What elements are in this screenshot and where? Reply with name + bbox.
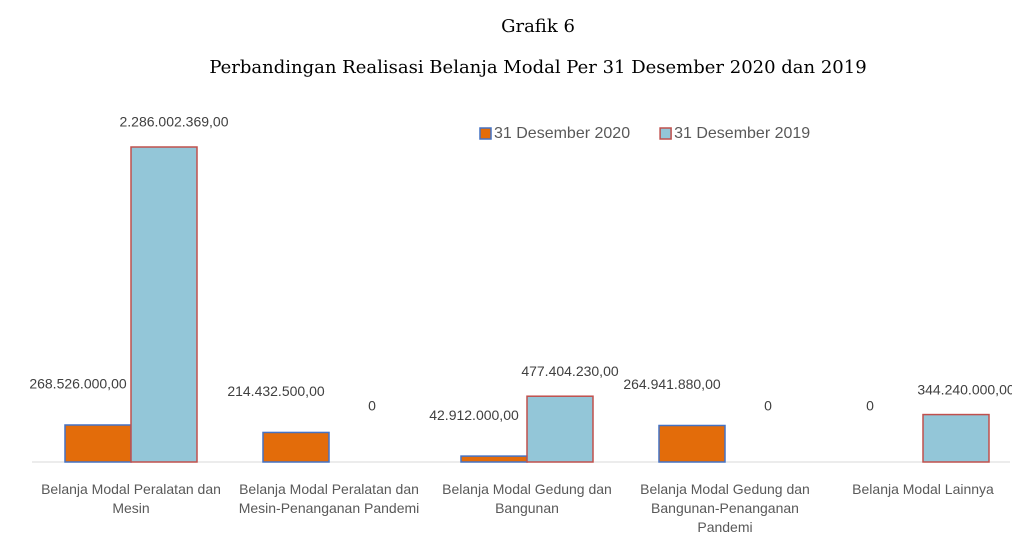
bar [526, 395, 594, 463]
data-label: 0 [368, 398, 376, 414]
bar [922, 413, 990, 463]
data-label: 264.941.880,00 [623, 376, 721, 392]
legend-label: 31 Desember 2019 [674, 125, 810, 142]
x-tick-label: Belanja Modal Gedung dan Bangunan [442, 481, 612, 516]
x-tick-label: Belanja Modal Peralatan dan Mesin [41, 481, 221, 516]
legend-swatch [479, 127, 492, 140]
bar [64, 424, 132, 463]
x-tick-label: Belanja Modal Lainnya [852, 481, 994, 497]
chart-title: Grafik 6 [501, 16, 575, 37]
data-label: 0 [764, 398, 772, 414]
data-label: 344.240.000,00 [917, 381, 1012, 397]
legend-label: 31 Desember 2020 [494, 125, 630, 142]
data-label: 0 [866, 398, 874, 414]
data-label: 268.526.000,00 [29, 376, 127, 392]
x-tick-label: Belanja Modal Peralatan dan Mesin-Penang… [238, 481, 420, 516]
bar [130, 146, 198, 463]
legend-swatch [659, 127, 672, 140]
bar [460, 455, 528, 463]
chart-subtitle: Perbandingan Realisasi Belanja Modal Per… [209, 57, 866, 78]
bar [262, 431, 330, 463]
data-label: 2.286.002.369,00 [120, 114, 229, 130]
data-label: 214.432.500,00 [227, 383, 325, 399]
x-tick-label: Belanja Modal Gedung dan Bangunan-Penang… [640, 481, 810, 535]
data-label: 42.912.000,00 [429, 407, 519, 423]
data-label: 477.404.230,00 [521, 363, 619, 379]
bar [658, 424, 726, 463]
